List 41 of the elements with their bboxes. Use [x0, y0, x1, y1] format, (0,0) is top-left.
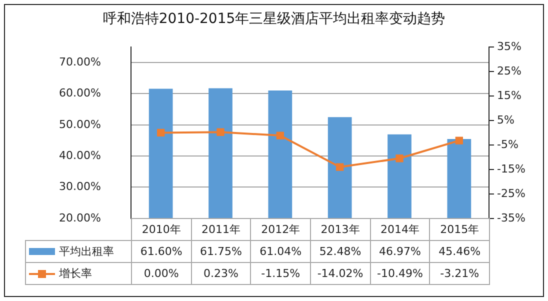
- point: [157, 128, 165, 137]
- point: [276, 132, 284, 140]
- x-tick-label: 2015年: [430, 218, 490, 240]
- chart-title: 呼和浩特2010-2015年三星级酒店平均出租率变动趋势: [102, 10, 446, 28]
- y2-tick-label: -25%: [497, 186, 526, 200]
- legend-label: 增长率: [59, 267, 92, 280]
- x-tick-label: 2013年: [310, 218, 370, 240]
- y-tick-label: 60.00%: [59, 86, 101, 100]
- y-tick-label: 40.00%: [59, 148, 101, 162]
- data-label: 0.00%: [132, 262, 192, 284]
- x-tick-label: 2010年: [132, 218, 192, 240]
- y-tick-label: 20.00%: [59, 211, 101, 224]
- data-label: 45.46%: [430, 240, 490, 262]
- point: [216, 128, 224, 136]
- point: [455, 136, 463, 144]
- x-tick-label: 2011年: [191, 218, 251, 240]
- y2-tick-label: -5%: [497, 138, 518, 151]
- data-label: 61.75%: [191, 240, 251, 262]
- data-label: 52.48%: [310, 240, 370, 262]
- data-label: 0.23%: [191, 262, 251, 284]
- y2-tick-label: 15%: [497, 88, 522, 102]
- data-label: -10.49%: [370, 262, 430, 284]
- y2-tick-label: 25%: [497, 64, 522, 78]
- y-tick-label: 30.00%: [59, 180, 101, 194]
- point: [396, 154, 404, 162]
- data-label: -3.21%: [430, 262, 490, 284]
- point: [336, 163, 344, 171]
- y-tick-label: 70.00%: [59, 55, 101, 68]
- data-label: 46.97%: [370, 240, 430, 262]
- y2-tick-label: 5%: [497, 113, 514, 126]
- data-label: 61.60%: [132, 240, 192, 262]
- y2-tick-label: 35%: [497, 40, 522, 53]
- data-label: 61.04%: [250, 240, 310, 262]
- x-tick-label: 2014年: [370, 218, 430, 240]
- y2-tick-label: -15%: [497, 162, 526, 176]
- y-tick-label: 50.00%: [59, 118, 101, 131]
- data-label: -14.02%: [310, 262, 370, 284]
- y2-tick-label: -35%: [497, 211, 526, 224]
- data-label: -1.15%: [250, 262, 310, 284]
- legend-label: 平均出租率: [59, 245, 114, 258]
- x-tick-label: 2012年: [250, 218, 310, 240]
